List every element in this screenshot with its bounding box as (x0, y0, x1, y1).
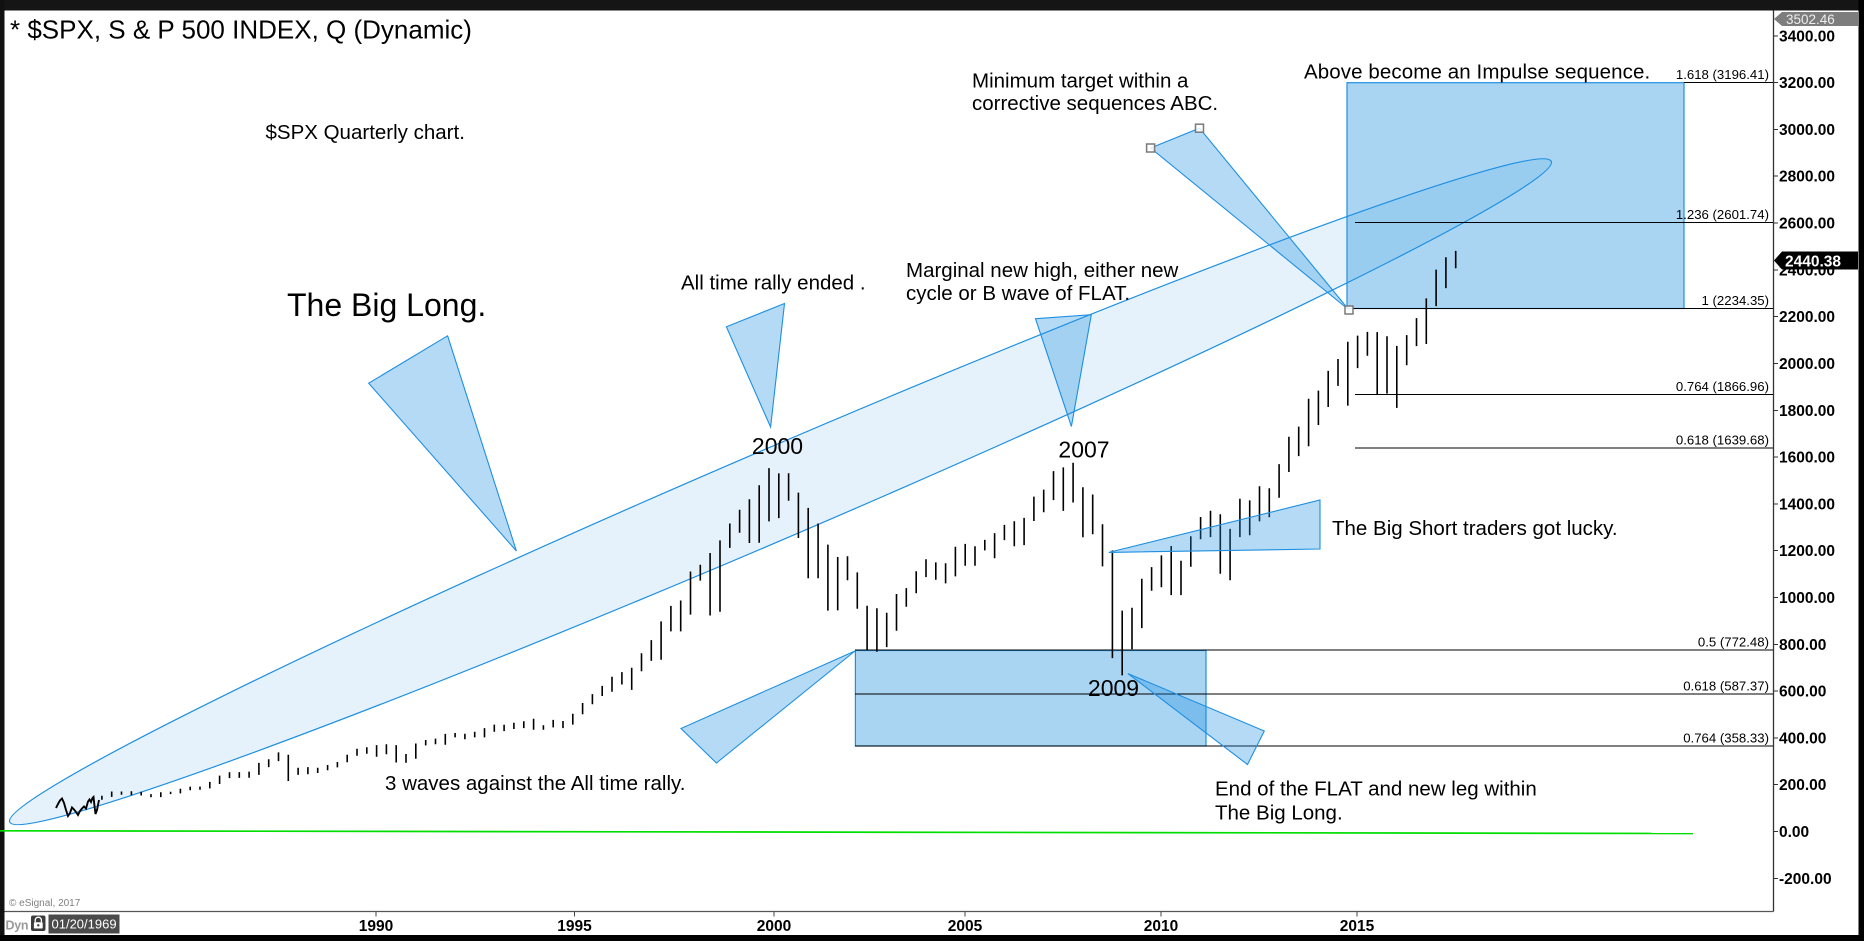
svg-text:$SPX Quarterly chart.: $SPX Quarterly chart. (266, 121, 465, 144)
svg-text:400.00: 400.00 (1779, 730, 1826, 747)
svg-text:2005: 2005 (948, 918, 983, 935)
svg-text:3200.00: 3200.00 (1779, 75, 1835, 92)
svg-text:Dyn: Dyn (6, 919, 29, 933)
svg-text:1800.00: 1800.00 (1779, 403, 1835, 420)
svg-text:cycle or B wave of FLAT.: cycle or B wave of FLAT. (906, 282, 1130, 305)
svg-text:1.236 (2601.74): 1.236 (2601.74) (1676, 207, 1769, 222)
svg-text:800.00: 800.00 (1779, 637, 1826, 654)
svg-text:1400.00: 1400.00 (1779, 496, 1835, 513)
svg-text:1600.00: 1600.00 (1779, 450, 1835, 467)
svg-text:Above become an Impulse sequen: Above become an Impulse sequence. (1304, 61, 1650, 84)
svg-text:1995: 1995 (557, 918, 592, 935)
svg-text:2600.00: 2600.00 (1779, 216, 1835, 233)
svg-text:2009: 2009 (1088, 675, 1139, 701)
svg-text:2800.00: 2800.00 (1779, 169, 1835, 186)
svg-text:2000.00: 2000.00 (1779, 356, 1835, 373)
svg-text:2200.00: 2200.00 (1779, 309, 1835, 326)
svg-text:The Big Long.: The Big Long. (287, 287, 486, 323)
svg-text:600.00: 600.00 (1779, 684, 1826, 701)
svg-text:Marginal new high, either new: Marginal new high, either new (906, 259, 1179, 282)
svg-text:1200.00: 1200.00 (1779, 543, 1835, 560)
svg-text:0.5 (772.48): 0.5 (772.48) (1698, 635, 1769, 650)
svg-text:3502.46: 3502.46 (1786, 12, 1835, 27)
svg-text:1990: 1990 (359, 918, 393, 935)
svg-text:The Big Short traders got luck: The Big Short traders got lucky. (1332, 517, 1618, 540)
svg-text:01/20/1969: 01/20/1969 (52, 917, 117, 932)
svg-text:2010: 2010 (1144, 918, 1178, 935)
svg-text:3000.00: 3000.00 (1779, 122, 1835, 139)
svg-text:0.618 (587.37): 0.618 (587.37) (1683, 679, 1769, 694)
svg-text:End of the FLAT and new leg wi: End of the FLAT and new leg within (1215, 778, 1537, 801)
svg-text:0.618 (1639.68): 0.618 (1639.68) (1676, 432, 1769, 447)
svg-text:1000.00: 1000.00 (1779, 590, 1835, 607)
svg-text:3400.00: 3400.00 (1779, 28, 1835, 45)
svg-text:2000: 2000 (752, 433, 803, 459)
svg-text:corrective sequences ABC.: corrective sequences ABC. (972, 92, 1218, 115)
svg-text:* $SPX, S & P 500 INDEX, Q (Dy: * $SPX, S & P 500 INDEX, Q (Dynamic) (10, 15, 472, 45)
svg-text:2015: 2015 (1340, 918, 1375, 935)
svg-text:1.618 (3196.41): 1.618 (3196.41) (1676, 67, 1769, 82)
svg-text:2440.38: 2440.38 (1785, 254, 1841, 271)
svg-text:-200.00: -200.00 (1779, 871, 1832, 888)
svg-text:0.764 (1866.96): 0.764 (1866.96) (1676, 379, 1769, 394)
svg-text:200.00: 200.00 (1779, 777, 1826, 794)
svg-text:2000: 2000 (757, 918, 791, 935)
svg-text:3 waves against the All time r: 3 waves against the All time rally. (385, 772, 685, 795)
svg-text:0.764 (358.33): 0.764 (358.33) (1683, 731, 1769, 746)
svg-text:Minimum target within a: Minimum target within a (972, 70, 1189, 93)
svg-text:2007: 2007 (1058, 437, 1109, 463)
svg-text:0.00: 0.00 (1779, 824, 1809, 841)
svg-text:All time rally ended .: All time rally ended . (681, 272, 866, 295)
svg-text:The Big Long.: The Big Long. (1215, 802, 1343, 825)
svg-text:© eSignal, 2017: © eSignal, 2017 (9, 898, 81, 909)
svg-text:1 (2234.35): 1 (2234.35) (1702, 293, 1769, 308)
